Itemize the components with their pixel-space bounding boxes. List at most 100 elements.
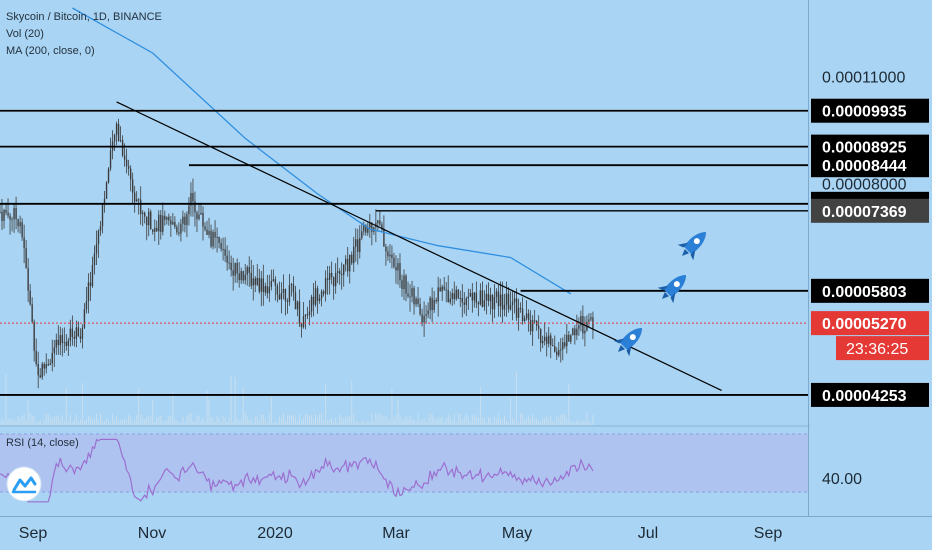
level-label[interactable]: 0.00009935 bbox=[822, 104, 907, 121]
candle-body bbox=[511, 301, 514, 306]
volume-bar bbox=[369, 421, 371, 425]
volume-bar bbox=[9, 418, 11, 425]
candle-body bbox=[425, 314, 427, 316]
volume-bar bbox=[1, 418, 3, 425]
price-tick-label: 0.00008000 bbox=[822, 176, 907, 193]
level-label[interactable]: 0.00004253 bbox=[822, 388, 907, 405]
candle-body bbox=[3, 209, 5, 221]
candle-body bbox=[523, 318, 526, 322]
candle-body bbox=[272, 279, 275, 282]
volume-bar bbox=[212, 417, 214, 425]
candle-body bbox=[65, 342, 68, 346]
level-label[interactable]: 0.00008925 bbox=[822, 140, 907, 157]
volume-bar bbox=[266, 422, 268, 425]
candle-body bbox=[521, 308, 524, 322]
candle-body bbox=[411, 288, 413, 297]
volume-bar bbox=[57, 414, 59, 425]
candle-body bbox=[320, 291, 323, 299]
candle-body bbox=[144, 212, 146, 217]
volume-bar bbox=[274, 420, 276, 425]
volume-bar bbox=[19, 418, 21, 425]
volume-bar bbox=[506, 420, 508, 425]
candle-body bbox=[401, 280, 403, 290]
current-price-label[interactable]: 0.00005270 bbox=[822, 316, 907, 333]
candle-body bbox=[232, 270, 234, 276]
volume-bar bbox=[132, 422, 134, 425]
candle-body bbox=[238, 273, 240, 281]
candle-body bbox=[326, 278, 329, 280]
level-label[interactable]: 0.00005803 bbox=[822, 284, 907, 301]
candle-body bbox=[310, 296, 313, 312]
volume-bar bbox=[489, 418, 491, 425]
candle-body bbox=[282, 288, 285, 293]
volume-bar bbox=[387, 418, 389, 425]
volume-bar bbox=[35, 422, 37, 425]
candle-body bbox=[407, 293, 409, 297]
volume-bar bbox=[216, 416, 218, 425]
candle-body bbox=[198, 214, 200, 220]
volume-bar bbox=[206, 390, 208, 425]
volume-bar bbox=[403, 418, 405, 425]
volume-bar bbox=[110, 422, 112, 425]
candle-body bbox=[91, 265, 94, 286]
volume-bar bbox=[471, 415, 473, 425]
candle-body bbox=[457, 289, 459, 299]
tradingview-logo-icon[interactable] bbox=[6, 466, 42, 502]
volume-bar bbox=[407, 419, 409, 425]
volume-bar bbox=[536, 418, 538, 425]
candle-body bbox=[560, 349, 562, 351]
volume-bar bbox=[172, 391, 174, 425]
symbol-legend[interactable]: Skycoin / Bitcoin, 1D, BINANCE bbox=[6, 11, 162, 23]
time-axis[interactable]: Sep Nov 2020 Mar May Jul Sep bbox=[19, 525, 783, 542]
candle-body bbox=[240, 271, 242, 281]
candle-body bbox=[473, 292, 476, 301]
candle-body bbox=[529, 320, 532, 332]
volume-bar bbox=[248, 419, 250, 425]
volume-bar bbox=[51, 418, 53, 425]
level-label-bg bbox=[811, 153, 929, 178]
volume-bar bbox=[278, 416, 280, 425]
level-label[interactable]: 0.00007369 bbox=[822, 204, 907, 221]
candle-body bbox=[23, 237, 25, 249]
candle-body bbox=[312, 296, 315, 305]
candle-body bbox=[148, 211, 150, 226]
candle-body bbox=[546, 336, 548, 344]
volume-bar bbox=[487, 417, 489, 425]
volume-bar bbox=[31, 415, 33, 425]
volume-bar bbox=[313, 418, 315, 425]
candle-body bbox=[103, 198, 106, 205]
candle-body bbox=[395, 266, 397, 271]
candle-body bbox=[409, 296, 411, 298]
rsi-legend[interactable]: RSI (14, close) bbox=[6, 437, 79, 449]
candle-body bbox=[403, 275, 405, 290]
candle-body bbox=[172, 221, 174, 225]
volume-bar bbox=[405, 416, 407, 425]
rsi-band bbox=[0, 434, 808, 492]
volume-bar bbox=[379, 413, 381, 425]
horizontal-levels[interactable] bbox=[0, 109, 808, 396]
volume-bar bbox=[244, 413, 246, 425]
volume-bar bbox=[184, 422, 186, 425]
volume-bar bbox=[451, 420, 453, 425]
time-tick-label: May bbox=[502, 525, 532, 542]
price-axis[interactable]: 0.00011000 0.00008000 0.00005270 0.00009935… bbox=[811, 70, 929, 407]
candle-body bbox=[81, 327, 84, 339]
volume-legend[interactable]: Vol (20) bbox=[6, 28, 44, 40]
ma-legend[interactable]: MA (200, close, 0) bbox=[6, 45, 95, 57]
candle-body bbox=[421, 314, 423, 323]
candle-body bbox=[1, 211, 3, 221]
volume-bar bbox=[574, 422, 576, 425]
volume-bar bbox=[7, 418, 9, 425]
candle-body bbox=[101, 204, 104, 227]
candle-body bbox=[274, 279, 277, 286]
volume-bar bbox=[218, 417, 220, 425]
volume-bar bbox=[59, 419, 61, 425]
volume-bar bbox=[367, 420, 369, 425]
level-label[interactable]: 0.00008444 bbox=[822, 158, 907, 175]
candle-body bbox=[525, 313, 528, 319]
volume-bar bbox=[230, 376, 232, 425]
volume-bar bbox=[556, 414, 558, 425]
candle-body bbox=[280, 292, 283, 300]
volume-bar bbox=[534, 418, 536, 425]
